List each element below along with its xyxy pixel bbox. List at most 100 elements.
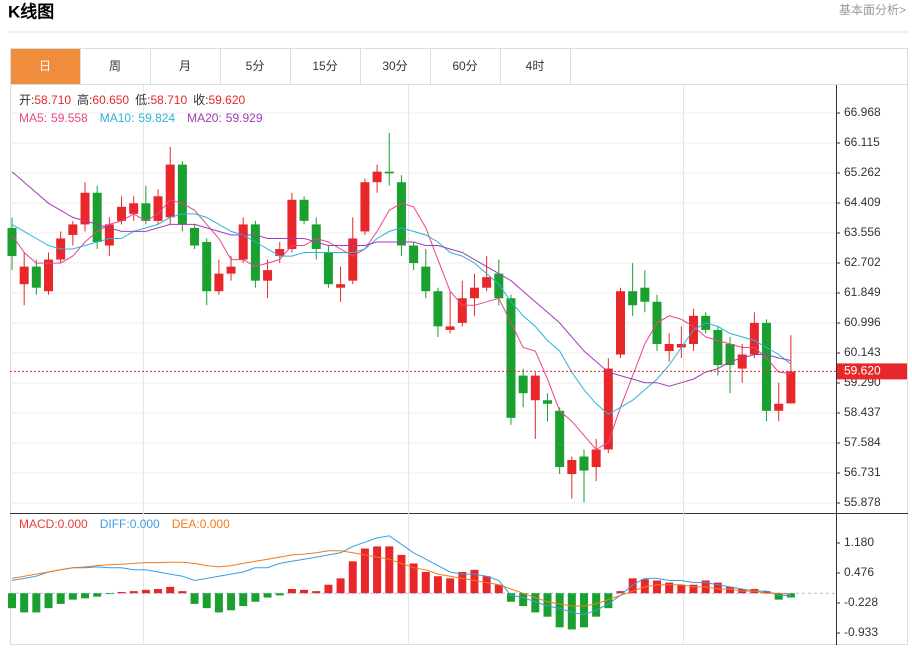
macd-bar [93,593,102,597]
macd-bar [555,593,564,628]
macd-bar [774,593,783,600]
candle-body [713,329,723,366]
y-tick-label: 64.409 [844,195,881,209]
macd-bar [190,593,199,604]
candle-body [518,375,528,394]
candle-body [360,182,370,232]
info-value: 58.710 [34,93,71,107]
candle-body [530,375,540,401]
macd-bar [44,593,53,609]
candle-body [786,371,796,404]
candle-body [384,171,394,174]
candle-body [263,270,273,281]
candle-body [737,354,747,369]
macd-legend-name: MACD: [19,517,58,531]
macd-bar [373,546,382,594]
tab[interactable] [150,48,221,85]
macd-legend-value: 0.000 [130,517,160,531]
macd-bar [263,593,272,598]
macd-bar [665,582,674,594]
info-label: 收: [193,93,208,107]
macd-bar [166,586,175,594]
y-tick-label: 60.143 [844,345,881,359]
candle-body [129,203,139,214]
candle-body [664,343,674,352]
macd-bar [762,591,771,594]
tab[interactable] [360,48,431,85]
candle-body [421,266,431,292]
macd-bar [154,588,163,594]
macd-bar [287,588,296,594]
ma-legend-name: MA20: [187,111,222,125]
info-value: 60.650 [92,93,129,107]
candle-body [141,203,151,221]
candle-body [676,343,686,348]
candle-body [153,196,163,221]
macd-bar [397,554,406,594]
last-price-label: 59.620 [844,364,881,378]
macd-bar [640,579,649,594]
candle-body [749,322,759,355]
macd-legend-value: 0.000 [200,517,230,531]
macd-bar [129,591,138,594]
y-tick-label: 0.476 [844,565,874,579]
macd-bar [446,578,455,594]
fundamental-link[interactable]: 基本面分析> [839,3,906,17]
y-tick-label: 66.968 [844,105,881,119]
candle-body [250,224,260,281]
tab-label: 30分 [382,59,407,73]
tab-label: 15分 [312,59,337,73]
macd-bar [251,593,260,602]
tab-label: 周 [109,59,121,73]
tab[interactable] [80,48,151,85]
candle-body [214,273,224,292]
diff-line [11,535,791,616]
candle-body [80,192,90,225]
macd-bar [579,593,588,628]
y-tick-label: -0.933 [844,625,878,639]
tab[interactable] [220,48,291,85]
macd-bar [336,578,345,594]
macd-bar [178,591,187,594]
date-grid [143,85,684,645]
candle-body [287,199,297,250]
macd-legend-name: DIFF: [100,517,130,531]
macd-bar [470,569,479,594]
macd-bar [567,593,576,630]
y-tick-label: 58.437 [844,405,881,419]
macd-bar [20,593,29,613]
macd-bar [628,578,637,594]
candle-body [190,227,200,246]
tab-label: 5分 [246,59,265,73]
macd-bar [360,548,369,594]
candle-body [469,287,479,299]
candle-body [177,164,187,225]
macd-bar [105,593,114,595]
candle-body [591,449,601,468]
tab[interactable] [500,48,571,85]
candle-body [7,227,17,257]
info-value: 59.620 [208,93,245,107]
macd-bar [81,593,90,599]
candle-body [482,277,492,288]
candle-body [640,287,650,302]
tab-label: 4时 [526,59,545,73]
tab[interactable] [290,48,361,85]
macd-bar [385,546,394,594]
candle-body [725,343,735,366]
y-tick-label: 62.702 [844,255,881,269]
macd-bar [202,593,211,609]
macd-bar [519,593,528,607]
tab[interactable] [10,48,81,85]
candle-body [31,266,41,288]
candle-body [433,291,443,327]
macd-bar [275,593,284,596]
candle-body [494,273,504,299]
macd-bar [677,584,686,594]
candle-body [372,171,382,183]
macd-bar [506,593,515,602]
candle-body [457,298,467,323]
candle-body [299,199,309,221]
y-tick-label: 55.878 [844,495,881,509]
